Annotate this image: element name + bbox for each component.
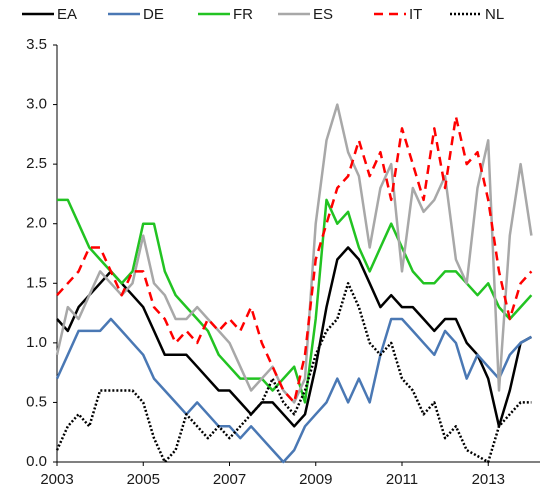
y-tick-label: 3.0 [26, 96, 47, 113]
y-tick-label: 0.5 [26, 393, 47, 410]
y-tick-label: 0.0 [26, 453, 47, 470]
y-tick-label: 1.5 [26, 274, 47, 291]
x-tick-label: 2005 [127, 471, 160, 488]
y-tick-label: 2.0 [26, 215, 47, 232]
series-line [55, 317, 533, 464]
x-tick-label: 2007 [213, 471, 246, 488]
x-tick-label: 2009 [299, 471, 332, 488]
legend-label: DE [143, 6, 164, 23]
series-line [55, 282, 532, 464]
y-tick-label: 3.5 [26, 36, 47, 53]
series-line [57, 198, 533, 404]
x-tick-label: 2011 [386, 471, 418, 488]
legend-label: FR [233, 6, 253, 23]
legend-label: ES [313, 6, 333, 23]
legend-label: NL [485, 6, 504, 23]
series-line [55, 103, 533, 404]
legend-label: IT [409, 6, 422, 23]
legend-label: EA [57, 6, 77, 23]
y-tick-label: 1.0 [26, 334, 47, 351]
series-line [56, 115, 533, 404]
y-tick-label: 2.5 [26, 155, 47, 172]
x-tick-label: 2003 [40, 471, 73, 488]
series-line [56, 246, 533, 428]
x-tick-label: 2013 [472, 471, 505, 488]
